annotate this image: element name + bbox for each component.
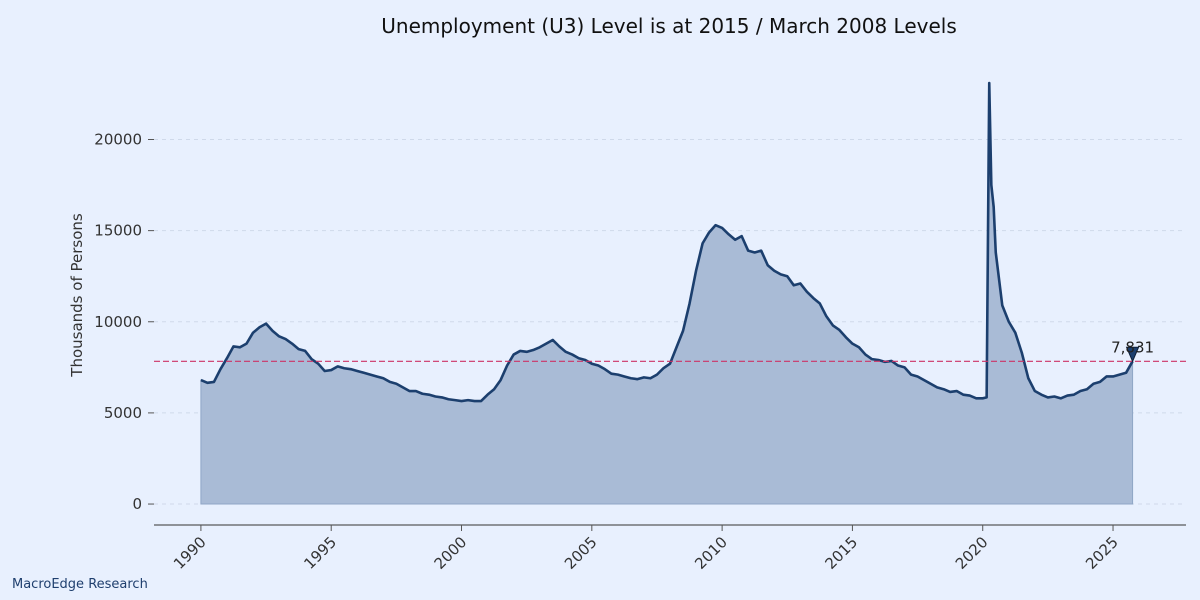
chart-title: Unemployment (U3) Level is at 2015 / Mar… [381,14,957,38]
x-tick-label: 2010 [691,533,731,573]
last-point-marker [1125,346,1140,363]
y-tick-label: 15000 [94,222,142,240]
y-tick-label: 10000 [94,313,142,331]
series-line [200,81,1134,403]
x-tick-label: 2005 [561,533,601,573]
x-tick-label: 1995 [300,533,340,573]
y-tick-label: 0 [132,495,142,513]
y-tick-label: 5000 [104,404,142,422]
footer-credit: MacroEdge Research [12,577,148,592]
x-tick-label: 2000 [431,533,471,573]
y-tick-label: 20000 [94,130,142,148]
series-area [200,82,1134,505]
y-axis-label: Thousands of Persons [68,213,86,378]
x-tick-label: 2015 [822,533,862,573]
x-tick-label: 2020 [952,533,992,573]
x-tick-label: 1990 [170,533,210,573]
x-tick-label: 2025 [1082,533,1122,573]
last-point-label: 7,831 [1111,338,1154,356]
plot-area: 7,831 [154,81,1186,505]
